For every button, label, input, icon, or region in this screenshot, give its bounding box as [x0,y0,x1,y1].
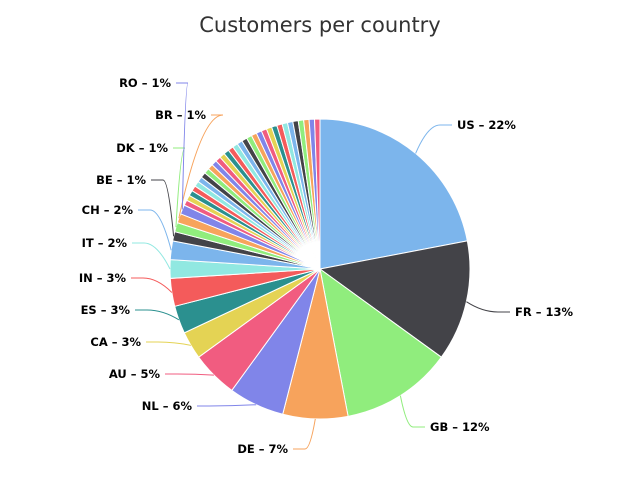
pie-slice-gb[interactable] [319,267,443,417]
pie-slice-us[interactable] [319,118,468,270]
data-label-fr: FR – 13% [515,305,573,319]
data-label-ca: CA – 3% [90,335,141,349]
data-label-nl: NL – 6% [142,399,193,413]
connector-fr [466,301,510,313]
data-label-us: US – 22% [457,118,516,132]
connector-be [151,179,175,237]
connector-in [131,277,173,293]
connector-ca [146,341,191,346]
data-label-it: IT – 2% [82,236,128,250]
connector-dk [173,147,186,228]
data-label-au: AU – 5% [109,367,161,381]
chart-title: Customers per country [199,13,441,37]
data-label-es: ES – 3% [81,303,131,317]
pie-slice-small[interactable] [314,118,321,270]
connector-de [293,418,316,450]
data-label-ch: CH – 2% [82,203,134,217]
connector-br [178,114,224,219]
connector-it [132,242,171,270]
connector-ro [176,82,189,210]
connector-gb [399,395,425,428]
pie-slice-fr[interactable] [318,240,471,358]
connector-us [415,124,452,154]
data-label-de: DE – 7% [237,442,288,456]
connector-ch [138,209,172,251]
data-label-dk: DK – 1% [116,141,168,155]
data-label-gb: GB – 12% [430,420,490,434]
pie-small-slices [183,118,321,270]
data-label-connectors [131,82,510,450]
data-label-ro: RO – 1% [119,76,171,90]
connector-es [135,309,180,321]
data-label-be: BE – 1% [96,173,146,187]
connector-nl [197,404,257,407]
data-labels: US – 22% FR – 13% GB – 12% DE – 7% NL – 6% AU… [79,76,574,456]
data-label-in: IN – 3% [79,271,127,285]
data-label-br: BR – 1% [155,108,206,122]
connector-au [165,373,214,376]
